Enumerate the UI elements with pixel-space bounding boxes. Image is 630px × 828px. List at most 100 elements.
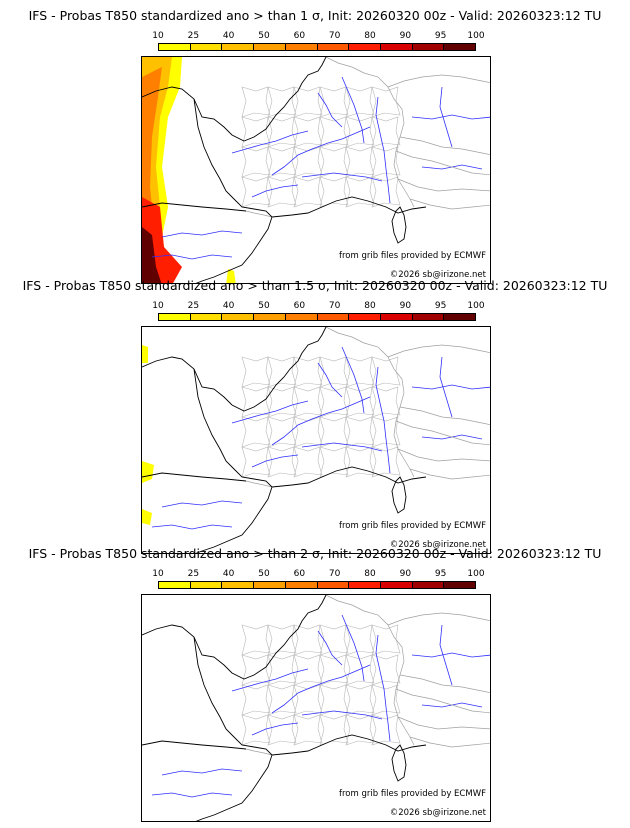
department-boundary (371, 146, 401, 178)
department-boundary (267, 654, 297, 686)
department-boundary (371, 684, 401, 716)
river-line (251, 454, 299, 468)
department-boundary (293, 176, 323, 208)
colorbar-tick-label: 60 (293, 569, 306, 579)
country-border (245, 327, 490, 488)
source-credit: from grib files provided by ECMWF (339, 521, 486, 531)
colorbar-ticks: 10 25 40 50 60 70 80 90 95 100 (152, 31, 484, 43)
river-line (317, 630, 343, 666)
department-boundary (371, 446, 401, 478)
river-line (301, 172, 383, 182)
department-boundary (293, 146, 323, 178)
river-line (301, 442, 383, 452)
department-boundary (293, 356, 323, 388)
coastline (142, 327, 327, 412)
department-boundary (267, 356, 297, 388)
department-boundary (319, 416, 349, 448)
colorbar-cell (412, 44, 445, 50)
department-boundary (241, 386, 271, 418)
department-boundary (267, 416, 297, 448)
river-line (411, 114, 490, 120)
river-line (161, 500, 243, 508)
department-boundary (293, 624, 323, 656)
colorbar-tick-label: 50 (258, 31, 270, 41)
coastline (142, 740, 247, 750)
colorbar-tick-label: 90 (399, 301, 412, 311)
colorbar-cell (190, 582, 223, 588)
department-boundary (293, 116, 323, 148)
department-boundary (319, 624, 349, 656)
map-svg (142, 57, 490, 283)
department-boundary (345, 654, 375, 686)
department-boundary (241, 86, 271, 118)
department-boundary (267, 86, 297, 118)
colorbar-tick-label: 100 (467, 569, 485, 579)
river-line (231, 400, 309, 424)
river-line (411, 384, 490, 390)
department-boundary (293, 654, 323, 686)
probability-area (142, 227, 162, 283)
colorbar-cell (190, 314, 223, 320)
colorbar-cell (222, 582, 255, 588)
colorbar-cell (444, 582, 476, 588)
coastline (142, 595, 327, 680)
river-line (231, 668, 309, 692)
department-boundary (345, 116, 375, 148)
colorbar-tick-label: 95 (434, 31, 447, 41)
department-boundary (345, 714, 375, 746)
department-boundary (293, 714, 323, 746)
river-line (161, 768, 243, 776)
department-boundary (371, 624, 401, 656)
colorbar-cell (349, 44, 381, 50)
map-svg (142, 327, 490, 553)
department-boundary (319, 654, 349, 686)
colorbar-cell (380, 314, 413, 320)
map-area: from grib files provided by ECMWF ©2026 … (141, 56, 491, 284)
department-boundary (241, 146, 271, 178)
colorbar-cell (285, 44, 318, 50)
panel-title: IFS - Probas T850 standardized ano > tha… (28, 546, 602, 561)
colorbar-tick-label: 80 (364, 569, 376, 579)
river-line (341, 346, 365, 414)
river-line (251, 184, 299, 198)
river-line (231, 130, 309, 154)
map-area: from grib files provided by ECMWF ©2026 … (141, 594, 491, 822)
colorbar-cell (159, 582, 191, 588)
river-line (411, 652, 490, 658)
department-boundary (241, 416, 271, 448)
river-line (161, 230, 243, 238)
colorbar-tick-label: 10 (152, 569, 164, 579)
coastline (142, 472, 247, 482)
country-border (245, 595, 490, 756)
panel-title: IFS - Probas T850 standardized ano > tha… (28, 8, 602, 23)
coastline (193, 368, 273, 553)
department-boundary (345, 624, 375, 656)
department-boundary (241, 356, 271, 388)
colorbar-tick-label: 95 (434, 569, 447, 579)
department-boundary (241, 446, 271, 478)
river-line (151, 792, 233, 798)
colorbar-tick-label: 10 (152, 301, 164, 311)
department-boundary (319, 386, 349, 418)
coastline (142, 57, 327, 142)
department-boundary (241, 714, 271, 746)
colorbar-tick-label: 70 (328, 569, 341, 579)
department-boundary (371, 714, 401, 746)
department-boundary (319, 714, 349, 746)
map-panel-1-5sigma: IFS - Probas T850 standardized ano > tha… (0, 278, 630, 554)
colorbar-tick-label: 40 (222, 301, 235, 311)
source-credit: from grib files provided by ECMWF (339, 251, 486, 261)
colorbar-tick-label: 100 (467, 301, 485, 311)
department-boundary (241, 684, 271, 716)
colorbar-cell (380, 44, 413, 50)
department-boundary (345, 146, 375, 178)
colorbar-tick-label: 50 (258, 301, 270, 311)
department-boundary (241, 116, 271, 148)
map-panel-1sigma: IFS - Probas T850 standardized ano > tha… (0, 8, 630, 284)
colorbar-tick-label: 100 (467, 31, 485, 41)
department-boundary (267, 684, 297, 716)
colorbar-tick-label: 10 (152, 31, 164, 41)
colorbar-cell (317, 314, 350, 320)
department-boundary (241, 624, 271, 656)
colorbar-cell (349, 582, 381, 588)
